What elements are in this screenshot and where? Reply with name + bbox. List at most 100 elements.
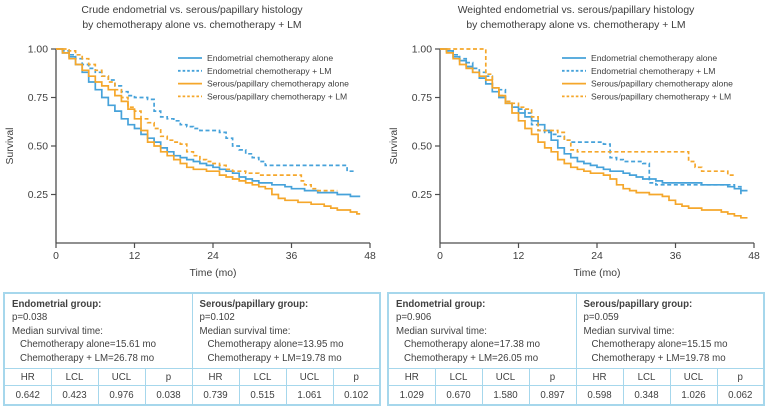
x-tick-label: 48 [748,251,760,262]
y-tick-label: 0.25 [28,190,48,201]
legend-label: Endometrial chemotherapy + LM [207,66,331,76]
legend-label: Endometrial chemotherapy alone [207,53,333,63]
km-plot-svg: 1.00 0.75 0.50 0.25 0 12 24 36 48 Time (mo) Surviv… [389,45,760,280]
group-summary-cell: Serous/papillary group: p=0.059 Median s… [575,292,765,370]
median-lm: Chemotherapy + LM=26.78 mo [20,352,155,364]
stat-value-cell: 0.348 [622,385,671,406]
km-curve [440,48,748,219]
x-axis-label: Time (mo) [190,268,237,279]
legend-label: Serous/papillary chemotherapy + LM [207,91,347,101]
legend-label: Endometrial chemotherapy alone [591,53,717,63]
weighted-figure-panel: Weighted endometrial vs. serous/papillar… [384,0,768,413]
legend-label: Serous/papillary chemotherapy alone [591,79,733,89]
x-tick-label: 48 [364,251,376,262]
stat-value-cell: 0.038 [144,385,193,406]
x-tick-label: 12 [129,251,141,262]
stat-header-cell: HR [191,368,240,387]
stat-value-cell: 0.976 [97,385,146,406]
km-curve [56,48,361,215]
group-p-value: p=0.906 [396,312,432,324]
x-tick-label: 0 [53,251,59,262]
y-tick-label: 1.00 [412,45,432,56]
crude-chart-title-line2: by chemotherapy alone vs. chemotherapy +… [82,20,302,31]
km-curve [56,48,361,198]
x-axis-label: Time (mo) [574,268,621,279]
group-heading: Endometrial group: [12,299,102,310]
crude-figure-panel: Crude endometrial vs. serous/papillary h… [0,5,384,407]
median-lm: Chemotherapy + LM=19.78 mo [591,352,726,364]
group-summary-cell: Endometrial group: p=0.906 Median surviv… [387,292,577,370]
stat-value-cell: 0.102 [332,385,381,406]
stat-value-cell: 0.062 [716,385,765,406]
x-tick-label: 24 [591,251,603,262]
stat-value-cell: 0.739 [191,385,240,406]
group-summary-cell: Endometrial group: p=0.038 Median surviv… [3,292,193,370]
group-heading: Serous/papillary group: [583,299,693,310]
median-heading: Median survival time: [199,325,291,337]
km-curve [440,48,742,195]
stat-value-cell: 0.897 [528,385,577,406]
group-summary-cell: Serous/papillary group: p=0.102 Median s… [191,292,381,370]
y-tick-label: 0.75 [412,93,432,104]
y-tick-label: 0.75 [28,93,48,104]
stat-value-cell: 1.026 [669,385,718,406]
stat-header-cell: LCL [238,368,287,387]
x-tick-label: 0 [437,251,443,262]
median-alone: Chemotherapy alone=17.38 mo [404,339,540,351]
y-tick-label: 1.00 [28,45,48,56]
weighted-km-chart: 1.00 0.75 0.50 0.25 0 12 24 36 48 Time (mo) Surviv… [384,37,768,287]
stat-value-cell: 1.029 [387,385,436,406]
stat-header-cell: LCL [434,368,483,387]
x-tick-label: 36 [286,251,298,262]
km-plot-svg: 1.00 0.75 0.50 0.25 0 12 24 36 48 Time (mo) Surviv… [5,45,376,280]
stat-value-cell: 0.423 [50,385,99,406]
median-heading: Median survival time: [583,325,675,337]
km-curve [440,48,748,192]
stat-header-cell: p [144,368,193,387]
median-lm: Chemotherapy + LM=26.05 mo [404,352,539,364]
stat-header-cell: UCL [669,368,718,387]
y-axis-label: Survival [389,128,400,165]
stat-header-cell: LCL [622,368,671,387]
median-alone: Chemotherapy alone=15.61 mo [20,339,156,351]
stat-value-cell: 0.598 [575,385,624,406]
stat-header-cell: UCL [97,368,146,387]
crude-stats-table: Endometrial group: p=0.038 Median surviv… [3,292,381,407]
stat-header-cell: UCL [481,368,530,387]
x-tick-label: 36 [670,251,682,262]
group-p-value: p=0.059 [583,312,619,324]
group-heading: Serous/papillary group: [199,299,309,310]
stat-header-cell: LCL [50,368,99,387]
legend-label: Endometrial chemotherapy + LM [591,66,715,76]
weighted-chart-title-line2: by chemotherapy alone vs. chemotherapy +… [466,20,686,31]
x-tick-label: 24 [207,251,219,262]
group-heading: Endometrial group: [396,299,486,310]
weighted-chart-title: Weighted endometrial vs. serous/papillar… [384,3,768,33]
y-tick-label: 0.50 [412,142,432,153]
group-p-value: p=0.102 [199,312,235,324]
weighted-stats-table-wrap: Endometrial group: p=0.906 Median surviv… [387,292,765,407]
stat-value-cell: 1.580 [481,385,530,406]
legend-label: Serous/papillary chemotherapy + LM [591,91,731,101]
weighted-stats-table: Endometrial group: p=0.906 Median surviv… [387,292,765,407]
stat-header-cell: p [332,368,381,387]
stat-header-cell: UCL [285,368,334,387]
stat-value-cell: 0.642 [3,385,52,406]
stat-header-cell: HR [575,368,624,387]
crude-stats-table-wrap: Endometrial group: p=0.038 Median surviv… [3,292,381,407]
stat-value-cell: 0.515 [238,385,287,406]
median-alone: Chemotherapy alone=13.95 mo [207,339,344,351]
km-curve [440,48,735,176]
y-tick-label: 0.50 [28,142,48,153]
stat-value-cell: 1.061 [285,385,334,406]
crude-km-chart: 1.00 0.75 0.50 0.25 0 12 24 36 48 Time (mo) Surviv… [0,37,384,287]
y-tick-label: 0.25 [412,190,432,201]
stat-header-cell: p [716,368,765,387]
median-heading: Median survival time: [396,325,487,337]
stat-value-cell: 0.670 [434,385,483,406]
km-curve [56,48,338,192]
stat-header-cell: p [528,368,577,387]
group-p-value: p=0.038 [12,312,48,324]
weighted-chart-title-line1: Weighted endometrial vs. serous/papillar… [457,5,695,16]
median-lm: Chemotherapy + LM=19.78 mo [207,352,342,364]
